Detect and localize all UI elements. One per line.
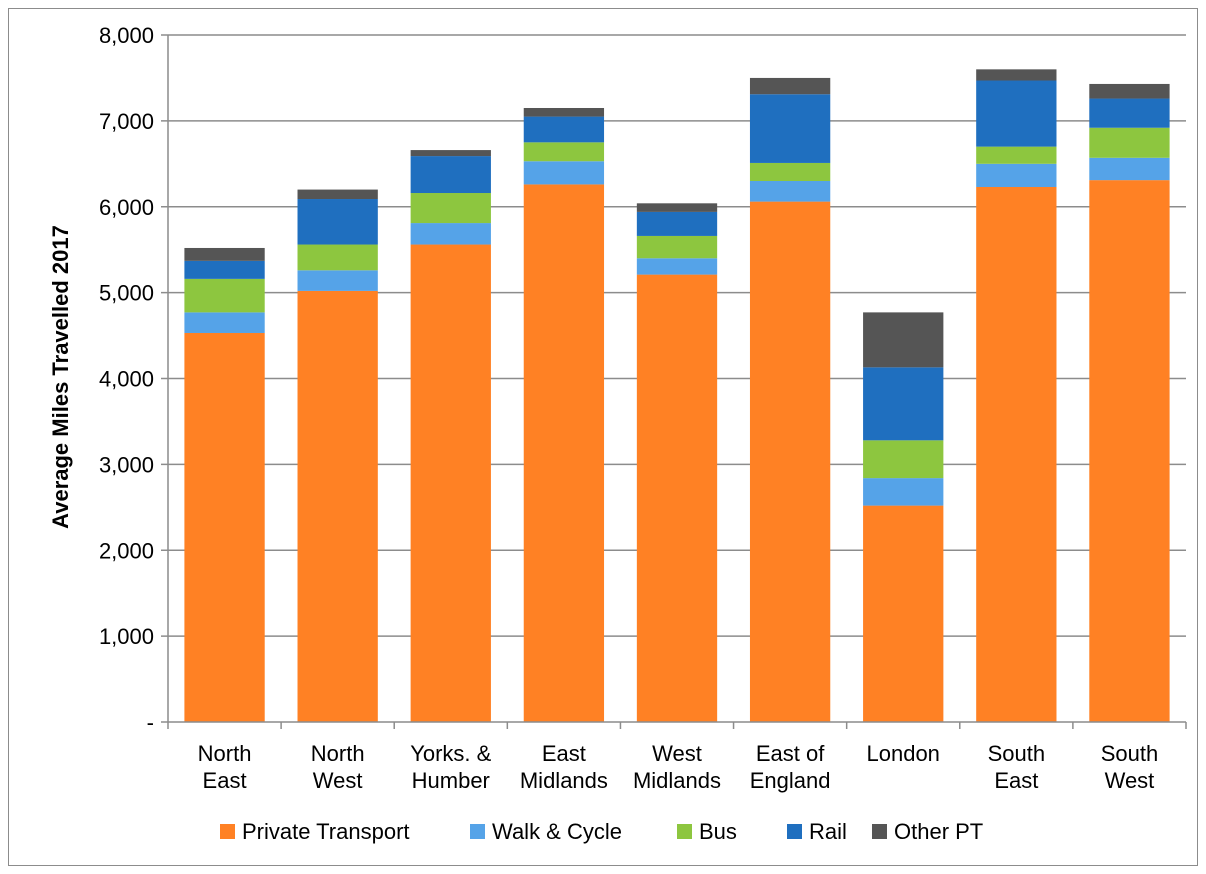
x-category-label: North East	[198, 741, 252, 793]
legend-swatch	[677, 824, 692, 839]
bar-segment-bus	[297, 244, 378, 271]
bar-segment-private-transport	[636, 274, 718, 722]
x-category-label: Yorks. & Humber	[410, 741, 491, 793]
x-category-label: South West	[1101, 741, 1159, 793]
x-category-label: East of England	[750, 741, 831, 793]
axes	[167, 35, 1187, 729]
legend-label: Bus	[699, 819, 737, 844]
bar-segment-walk-cycle	[749, 180, 831, 202]
y-tick-label: -	[147, 710, 154, 735]
legend-item-rail: Rail	[787, 819, 847, 844]
bar-segment-rail	[184, 260, 265, 279]
bar-segment-rail	[863, 367, 944, 441]
bar-segment-other-pt	[749, 77, 831, 95]
bar-segment-bus	[863, 440, 944, 479]
bar-segment-rail	[976, 80, 1057, 147]
bar-segment-other-pt	[523, 107, 605, 117]
legend-swatch	[220, 824, 235, 839]
bar-segment-walk-cycle	[1089, 157, 1170, 181]
x-category-label: West Midlands	[633, 741, 721, 793]
bar-segment-rail	[523, 116, 605, 143]
bar-segment-walk-cycle	[523, 161, 605, 185]
bar-segment-bus	[749, 162, 831, 181]
legend-item-private-transport: Private Transport	[220, 819, 410, 844]
x-category-labels: North East North West Yorks. & Humber East Midl…	[198, 741, 1159, 793]
legend-swatch	[470, 824, 485, 839]
y-tick-label: 1,000	[99, 624, 154, 649]
bar-segment-rail	[297, 199, 378, 245]
legend-label: Other PT	[894, 819, 983, 844]
legend: Private Transport Walk & Cycle Bus Rail Othe…	[220, 819, 983, 844]
bars	[184, 69, 1170, 723]
y-tick-label: 6,000	[99, 195, 154, 220]
bar-segment-walk-cycle	[297, 270, 378, 291]
legend-swatch	[872, 824, 887, 839]
bar-segment-walk-cycle	[636, 258, 718, 275]
x-category-label: East Midlands	[520, 741, 608, 793]
bar-segment-rail	[749, 94, 831, 163]
x-category-label: London	[867, 741, 940, 766]
bar-segment-other-pt	[184, 247, 265, 261]
bar-segment-private-transport	[863, 505, 944, 722]
bar-segment-other-pt	[636, 203, 718, 212]
bar-segment-bus	[636, 235, 718, 259]
legend-swatch	[787, 824, 802, 839]
legend-label: Rail	[809, 819, 847, 844]
legend-item-bus: Bus	[677, 819, 737, 844]
bar-segment-other-pt	[410, 150, 491, 157]
x-category-label: North West	[311, 741, 365, 793]
bar-segment-bus	[976, 146, 1057, 164]
y-tick-label: 8,000	[99, 23, 154, 48]
legend-label: Walk & Cycle	[492, 819, 622, 844]
bar-segment-rail	[410, 156, 491, 194]
bar-segment-walk-cycle	[976, 163, 1057, 187]
y-tick-label: 4,000	[99, 367, 154, 392]
bar-segment-walk-cycle	[184, 312, 265, 333]
bar-segment-other-pt	[1089, 83, 1170, 99]
bar-segment-other-pt	[863, 312, 944, 368]
bar-segment-walk-cycle	[863, 478, 944, 506]
legend-item-other-pt: Other PT	[872, 819, 983, 844]
bar-segment-walk-cycle	[410, 223, 491, 245]
bar-segment-private-transport	[523, 184, 605, 723]
bar-segment-bus	[410, 193, 491, 224]
bar-segment-rail	[1089, 98, 1170, 128]
y-tick-label: 3,000	[99, 452, 154, 477]
bar-segment-other-pt	[976, 69, 1057, 81]
y-axis-title: Average Miles Travelled 2017	[48, 225, 73, 529]
bar-segment-bus	[1089, 127, 1170, 158]
bar-segment-bus	[184, 278, 265, 313]
y-tick-label: 5,000	[99, 281, 154, 306]
bar-segment-rail	[636, 211, 718, 236]
bar-segment-other-pt	[297, 189, 378, 200]
y-tick-label: 7,000	[99, 109, 154, 134]
bar-segment-private-transport	[410, 244, 491, 722]
bar-segment-bus	[523, 142, 605, 162]
x-category-label: South East	[988, 741, 1046, 793]
y-tick-labels: - 1,000 2,000 3,000 4,000 5,000 6,000 7,000 8,00…	[99, 23, 154, 735]
bar-segment-private-transport	[297, 290, 378, 722]
bar-segment-private-transport	[749, 201, 831, 722]
bar-segment-private-transport	[976, 186, 1057, 722]
bar-segment-private-transport	[1089, 180, 1170, 722]
legend-item-walk-cycle: Walk & Cycle	[470, 819, 622, 844]
y-tick-label: 2,000	[99, 538, 154, 563]
legend-label: Private Transport	[242, 819, 410, 844]
bar-segment-private-transport	[184, 332, 265, 722]
